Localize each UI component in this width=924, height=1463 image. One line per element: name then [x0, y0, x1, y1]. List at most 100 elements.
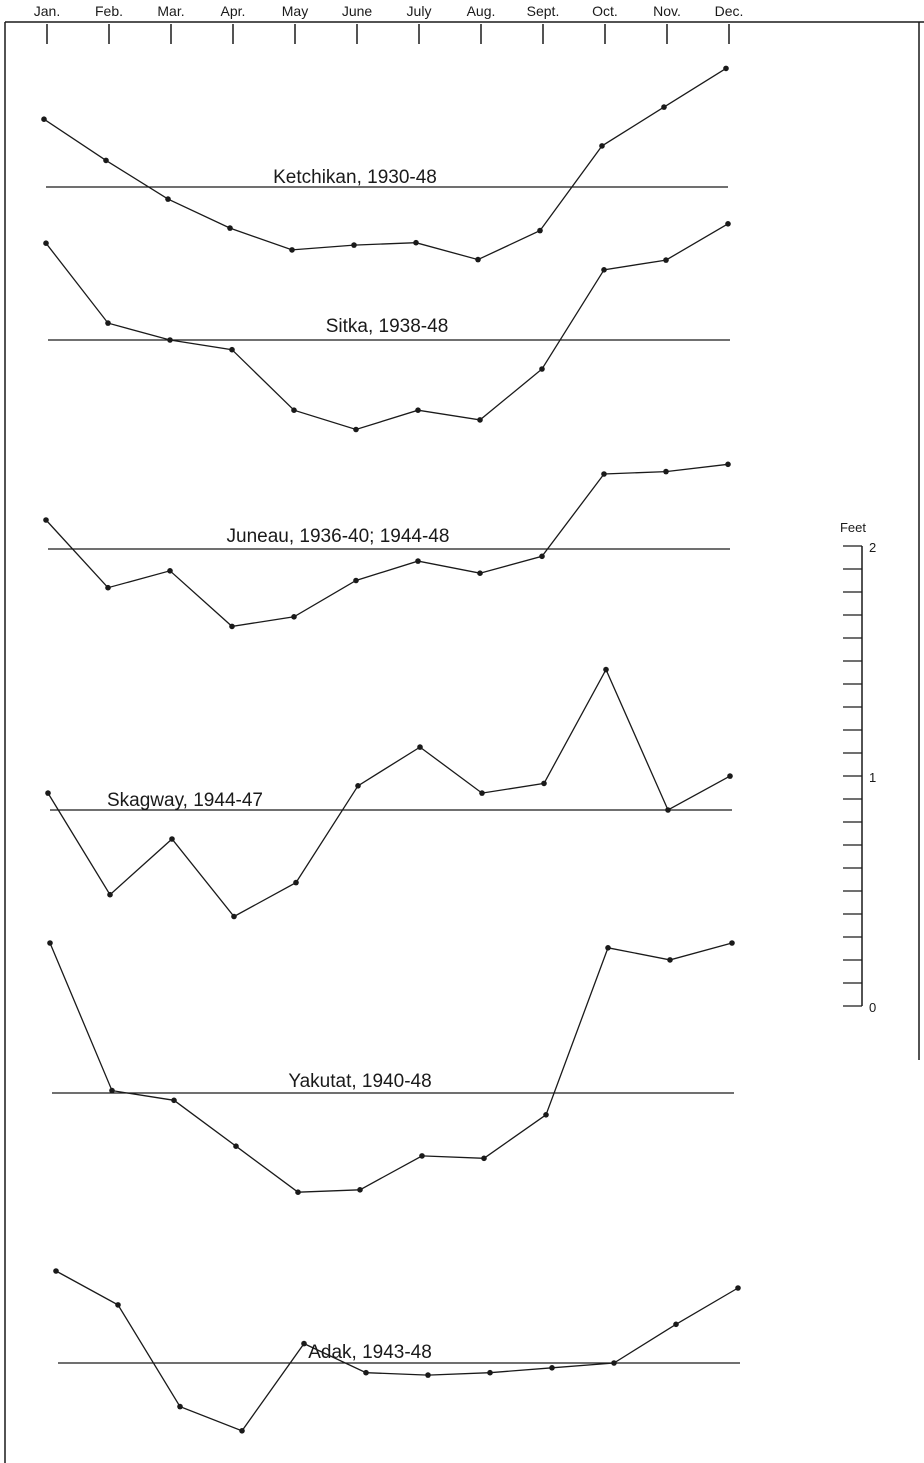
- month-label: Feb.: [95, 3, 123, 19]
- chart-frame: [4, 21, 924, 1463]
- month-axis: Jan. Feb. Mar. Apr. May June July Aug. Sept. Oct.…: [34, 3, 744, 44]
- data-point: [419, 1153, 425, 1159]
- station-label: Skagway, 1944-47: [107, 790, 263, 811]
- data-point: [611, 1360, 617, 1366]
- data-point: [291, 407, 297, 414]
- data-point: [539, 366, 545, 372]
- data-point: [543, 1112, 549, 1118]
- station-panel: Juneau, 1936-40; 1944-48: [43, 461, 731, 630]
- data-point: [425, 1372, 431, 1378]
- data-point: [53, 1268, 59, 1274]
- data-point: [353, 426, 359, 433]
- data-point: [667, 957, 673, 963]
- data-point: [477, 570, 483, 576]
- data-point: [479, 790, 485, 796]
- data-point: [229, 346, 235, 353]
- data-point: [477, 417, 483, 423]
- data-point: [603, 666, 609, 673]
- data-point: [725, 461, 731, 468]
- data-point: [481, 1155, 487, 1162]
- data-point: [735, 1285, 741, 1291]
- month-label: Mar.: [157, 3, 184, 19]
- data-point: [661, 104, 667, 110]
- data-point: [45, 790, 51, 796]
- data-point: [729, 940, 735, 946]
- data-point: [167, 337, 173, 343]
- data-point: [231, 913, 237, 920]
- data-point: [673, 1321, 679, 1328]
- data-point: [415, 407, 421, 414]
- station-panels: Ketchikan, 1930-48 Sitka, 1938-48 Juneau, …: [41, 65, 741, 1434]
- month-label: Oct.: [592, 3, 618, 19]
- data-point: [47, 940, 53, 946]
- series-line: [43, 67, 727, 261]
- station-panel: Adak, 1943-48: [53, 1268, 741, 1434]
- data-point: [727, 773, 733, 779]
- station-label: Adak, 1943-48: [308, 1342, 432, 1363]
- data-point: [289, 247, 295, 253]
- month-label: Jan.: [34, 3, 60, 19]
- series-line: [45, 463, 729, 628]
- data-point: [475, 256, 481, 263]
- scale-label: 0: [869, 1000, 876, 1015]
- data-point: [725, 221, 731, 227]
- station-label: Yakutat, 1940-48: [288, 1071, 431, 1092]
- series-line: [47, 668, 731, 918]
- month-label: Apr.: [221, 3, 246, 19]
- scale-label: 1: [869, 770, 876, 785]
- data-point: [549, 1365, 555, 1371]
- data-point: [355, 783, 361, 789]
- series-line: [45, 223, 729, 431]
- data-point: [227, 225, 233, 231]
- station-panel: Sitka, 1938-48: [43, 221, 731, 433]
- data-point: [415, 558, 421, 564]
- data-point: [663, 468, 669, 475]
- data-point: [43, 517, 49, 523]
- data-point: [539, 553, 545, 560]
- month-label: June: [342, 3, 373, 19]
- data-point: [233, 1143, 239, 1149]
- month-label: Dec.: [715, 3, 744, 19]
- data-point: [105, 584, 111, 591]
- data-point: [293, 879, 299, 886]
- month-label: May: [282, 3, 308, 19]
- month-label: Sept.: [527, 3, 560, 19]
- data-point: [353, 577, 359, 584]
- data-point: [665, 807, 671, 813]
- data-point: [165, 196, 171, 202]
- data-point: [43, 240, 49, 246]
- scale-title: Feet: [840, 520, 866, 535]
- data-point: [229, 623, 235, 630]
- data-point: [103, 157, 109, 164]
- data-point: [599, 143, 605, 149]
- data-point: [537, 227, 543, 234]
- data-point: [239, 1428, 245, 1434]
- station-label: Ketchikan, 1930-48: [273, 167, 437, 188]
- month-label: Aug.: [467, 3, 496, 19]
- data-point: [177, 1403, 183, 1410]
- data-point: [663, 257, 669, 263]
- data-point: [723, 65, 729, 72]
- data-point: [291, 614, 297, 620]
- data-point: [105, 320, 111, 326]
- station-label: Juneau, 1936-40; 1944-48: [227, 526, 450, 547]
- data-point: [171, 1097, 177, 1104]
- month-label: Nov.: [653, 3, 681, 19]
- data-point: [351, 242, 357, 248]
- scale-label: 2: [869, 540, 876, 555]
- data-point: [487, 1369, 493, 1376]
- data-point: [107, 891, 113, 898]
- data-point: [363, 1369, 369, 1376]
- data-point: [605, 945, 611, 951]
- data-point: [357, 1187, 363, 1193]
- data-point: [601, 267, 607, 273]
- data-point: [413, 239, 419, 246]
- station-panel: Yakutat, 1940-48: [47, 940, 735, 1195]
- data-point: [417, 744, 423, 750]
- data-point: [601, 471, 607, 477]
- series-line: [55, 1270, 739, 1432]
- data-point: [169, 836, 175, 842]
- data-point: [41, 116, 47, 122]
